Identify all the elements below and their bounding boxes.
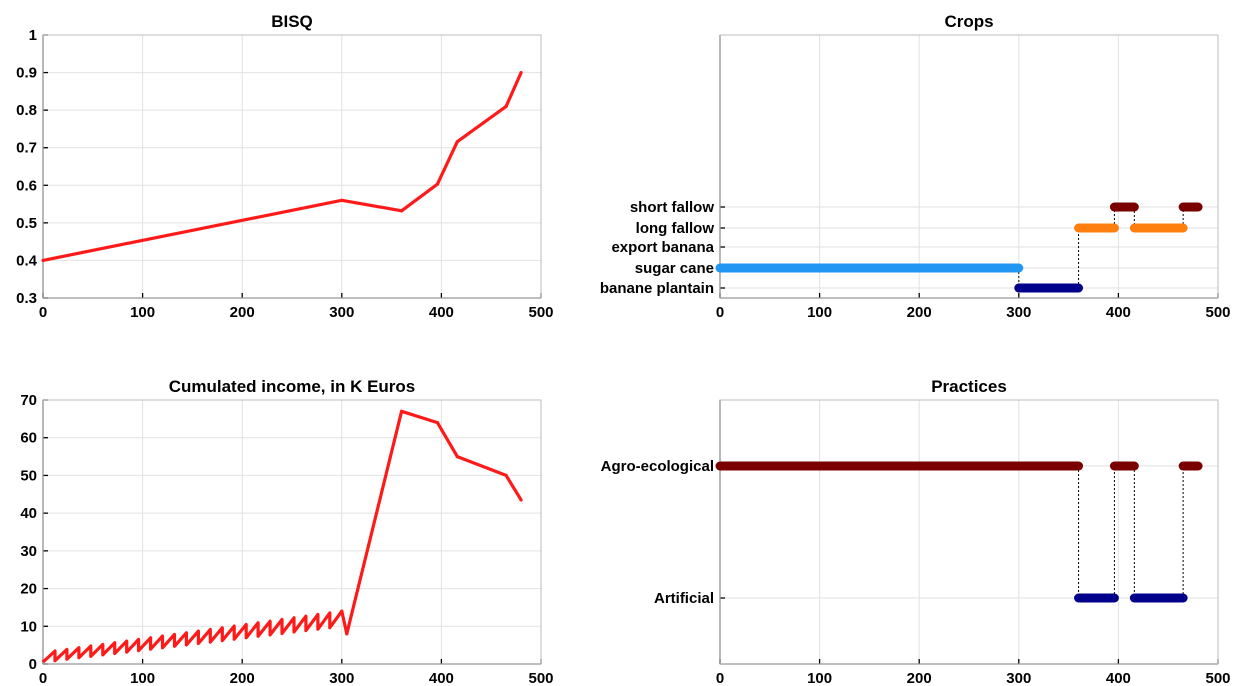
y-tick-label: 0.3 xyxy=(16,290,37,307)
data-point xyxy=(435,182,440,186)
plot-frame xyxy=(719,34,1219,299)
y-tick-label: 0.9 xyxy=(16,65,37,82)
data-point xyxy=(399,209,404,213)
y-tick-label: 70 xyxy=(20,392,37,409)
x-tick-label: 100 xyxy=(130,304,155,321)
y-tick-label: 20 xyxy=(20,581,37,598)
data-point xyxy=(455,454,459,459)
plot-frame xyxy=(42,399,542,665)
y-tick-label: 60 xyxy=(20,430,37,447)
x-tick-label: 0 xyxy=(39,304,47,321)
chart-title: Crops xyxy=(944,12,993,31)
plot-frame xyxy=(719,399,1219,665)
category-label: sugar cane xyxy=(635,260,714,277)
x-tick-label: 0 xyxy=(716,670,724,686)
y-tick-label: 50 xyxy=(20,467,37,484)
practices-chart: 0 100 200 300 400 500 Artificial Agro-ecologica… xyxy=(601,377,1231,686)
y-tick-label: 10 xyxy=(20,618,37,635)
x-tick-label: 100 xyxy=(130,670,155,686)
x-tick-label: 400 xyxy=(1106,304,1131,321)
x-tick-label: 100 xyxy=(807,304,832,321)
x-tick-label: 300 xyxy=(1006,304,1031,321)
data-point xyxy=(399,409,404,413)
x-tick-label: 500 xyxy=(1205,670,1230,686)
series-line xyxy=(42,71,523,262)
category-label: Artificial xyxy=(654,590,714,607)
bisq-chart: 0 100 200 300 400 500 0.3 0.4 0.5 0.6 0.7 0.8 0.9 1 BI… xyxy=(16,12,553,321)
data-point xyxy=(340,198,344,202)
chart-title: Practices xyxy=(931,377,1007,396)
data-point xyxy=(435,421,440,425)
x-tick-label: 200 xyxy=(230,670,255,686)
category-label: export banana xyxy=(611,239,714,256)
x-tick-label: 0 xyxy=(716,304,724,321)
x-tick-label: 400 xyxy=(429,670,454,686)
cumulated-income-chart: 0 100 200 300 400 500 0 10 20 30 40 50 60 70 Cumulated… xyxy=(20,377,553,686)
y-tick-label: 1 xyxy=(29,27,37,44)
y-tick-label: 0 xyxy=(29,656,37,673)
data-point xyxy=(41,258,45,263)
chart-title: BISQ xyxy=(271,12,313,31)
x-tick-label: 300 xyxy=(329,670,354,686)
category-label: short fallow xyxy=(630,199,715,216)
y-tick-label: 30 xyxy=(20,543,37,560)
series-line xyxy=(41,409,523,664)
x-tick-label: 400 xyxy=(429,304,454,321)
data-point xyxy=(504,104,508,108)
x-tick-label: 0 xyxy=(39,670,47,686)
data-point xyxy=(519,498,523,502)
x-tick-label: 300 xyxy=(329,304,354,321)
x-tick-label: 100 xyxy=(807,670,832,686)
y-tick-label: 0.5 xyxy=(16,215,37,232)
x-tick-label: 300 xyxy=(1006,670,1031,686)
x-tick-label: 200 xyxy=(907,670,932,686)
category-label: long fallow xyxy=(636,220,715,237)
data-point xyxy=(340,609,344,613)
data-point xyxy=(519,70,523,75)
x-tick-label: 200 xyxy=(907,304,932,321)
x-tick-label: 400 xyxy=(1106,670,1131,686)
x-tick-label: 200 xyxy=(230,304,255,321)
category-label: banane plantain xyxy=(600,280,714,297)
y-tick-label: 0.6 xyxy=(16,177,37,194)
plot-frame xyxy=(42,34,542,299)
y-tick-label: 0.8 xyxy=(16,102,37,119)
data-point xyxy=(345,632,349,636)
category-label: Agro-ecological xyxy=(601,458,714,475)
y-tick-label: 0.7 xyxy=(16,140,37,157)
data-point xyxy=(455,140,459,144)
x-tick-label: 500 xyxy=(1205,304,1230,321)
x-tick-label: 500 xyxy=(528,670,553,686)
chart-title: Cumulated income, in K Euros xyxy=(169,377,416,396)
y-tick-label: 0.4 xyxy=(16,252,38,269)
crops-chart: 0 100 200 300 400 500 banane plantain sugar can… xyxy=(600,12,1231,321)
x-tick-label: 500 xyxy=(528,304,553,321)
data-point xyxy=(504,473,508,478)
y-tick-label: 40 xyxy=(20,505,37,522)
